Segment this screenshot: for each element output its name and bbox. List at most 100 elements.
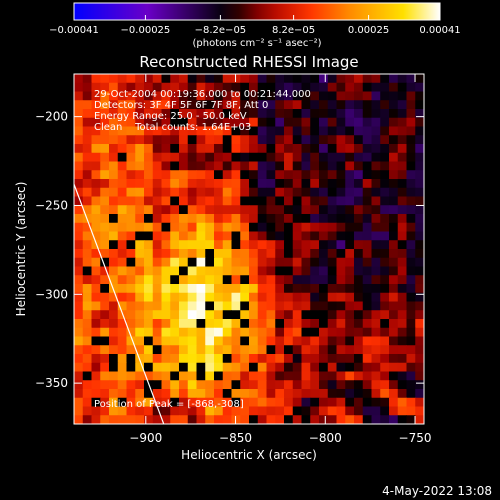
heatmap-cell [336,222,346,232]
heatmap-cell [74,161,84,171]
heatmap-cell [266,257,276,267]
heatmap-cell [397,249,407,259]
heatmap-cell [240,319,250,329]
heatmap-cell [187,380,197,390]
heatmap-cell [91,345,101,355]
heatmap-cell [126,406,136,416]
heatmap-cell [214,257,224,267]
heatmap-cell [354,135,364,145]
heatmap-cell [214,380,224,390]
heatmap-cell [380,231,390,241]
heatmap-cell [109,82,119,92]
heatmap-cell [266,109,276,119]
heatmap-cell [319,284,329,294]
heatmap-cell [275,240,285,250]
heatmap-cell [170,301,180,311]
heatmap-cell [362,397,372,407]
heatmap-cell [214,415,224,424]
heatmap-cell [240,301,250,311]
heatmap-cell [249,74,259,84]
heatmap-cell [135,310,145,320]
heatmap-cell [126,179,136,189]
heatmap-cell [231,214,241,224]
heatmap-cell [100,266,110,276]
heatmap-cell [380,249,390,259]
heatmap-cell [144,415,154,424]
heatmap-cell [292,319,302,329]
heatmap-cell [397,144,407,154]
heatmap-cell [284,196,294,206]
heatmap-cell [135,327,145,337]
heatmap-cell [397,109,407,119]
heatmap-cell [406,310,416,320]
heatmap-cell [406,144,416,154]
heatmap-cell [214,74,224,84]
heatmap-cell [214,109,224,119]
heatmap-cell [380,275,390,285]
heatmap-cell [266,362,276,372]
heatmap-cell [371,179,381,189]
heatmap-cell [117,257,127,267]
heatmap-cell [214,152,224,162]
heatmap-cell [214,205,224,215]
heatmap-cell [266,406,276,416]
heatmap-cell [117,179,127,189]
heatmap-cell [266,91,276,101]
heatmap-cell [144,187,154,197]
heatmap-cell [310,284,320,294]
heatmap-cell [214,161,224,171]
heatmap-cell [327,301,337,311]
heatmap-cell [170,214,180,224]
heatmap-cell [371,222,381,232]
heatmap-cell [397,135,407,145]
heatmap-cell [240,240,250,250]
colorbar-tick-label: −0.00025 [121,25,171,36]
colorbar-ticks: −0.00041 −0.00025 −8.2e−05 8.2e−05 0.00025 0.… [49,15,461,36]
heatmap-cell [126,397,136,407]
heatmap-cell [240,100,250,110]
heatmap-cell [231,301,241,311]
heatmap-cell [126,354,136,364]
heatmap-cell [100,196,110,206]
heatmap-cell [371,275,381,285]
heatmap-cell [91,336,101,346]
heatmap-cell [222,109,232,119]
heatmap-cell [144,319,154,329]
heatmap-cell [170,319,180,329]
heatmap-cell [214,362,224,372]
heatmap-cell [301,161,311,171]
heatmap-cell [284,249,294,259]
heatmap-cell [301,135,311,145]
heatmap-cell [310,406,320,416]
heatmap-cell [179,100,189,110]
heatmap-cell [109,310,119,320]
heatmap-cell [292,371,302,381]
heatmap-cell [397,187,407,197]
heatmap-cell [231,74,241,84]
heatmap-cell [187,345,197,355]
heatmap-cell [161,257,171,267]
heatmap-cell [415,135,424,145]
heatmap-cell [240,214,250,224]
heatmap-cell [345,292,355,302]
heatmap-cell [301,380,311,390]
heatmap-cell [336,82,346,92]
heatmap-cell [205,371,215,381]
heatmap-cell [292,406,302,416]
heatmap-cell [310,354,320,364]
heatmap-cell [196,266,206,276]
heatmap-cell [380,214,390,224]
heatmap-cell [415,310,424,320]
heatmap-cell [336,152,346,162]
heatmap-cell [231,179,241,189]
heatmap-cell [336,100,346,110]
heatmap-cell [362,240,372,250]
heatmap-cell [144,284,154,294]
heatmap-cell [74,231,84,241]
heatmap-cell [117,222,127,232]
heatmap-cell [170,362,180,372]
heatmap-cell [240,196,250,206]
heatmap-cell [222,345,232,355]
heatmap-cell [152,214,162,224]
heatmap-cell [231,152,241,162]
